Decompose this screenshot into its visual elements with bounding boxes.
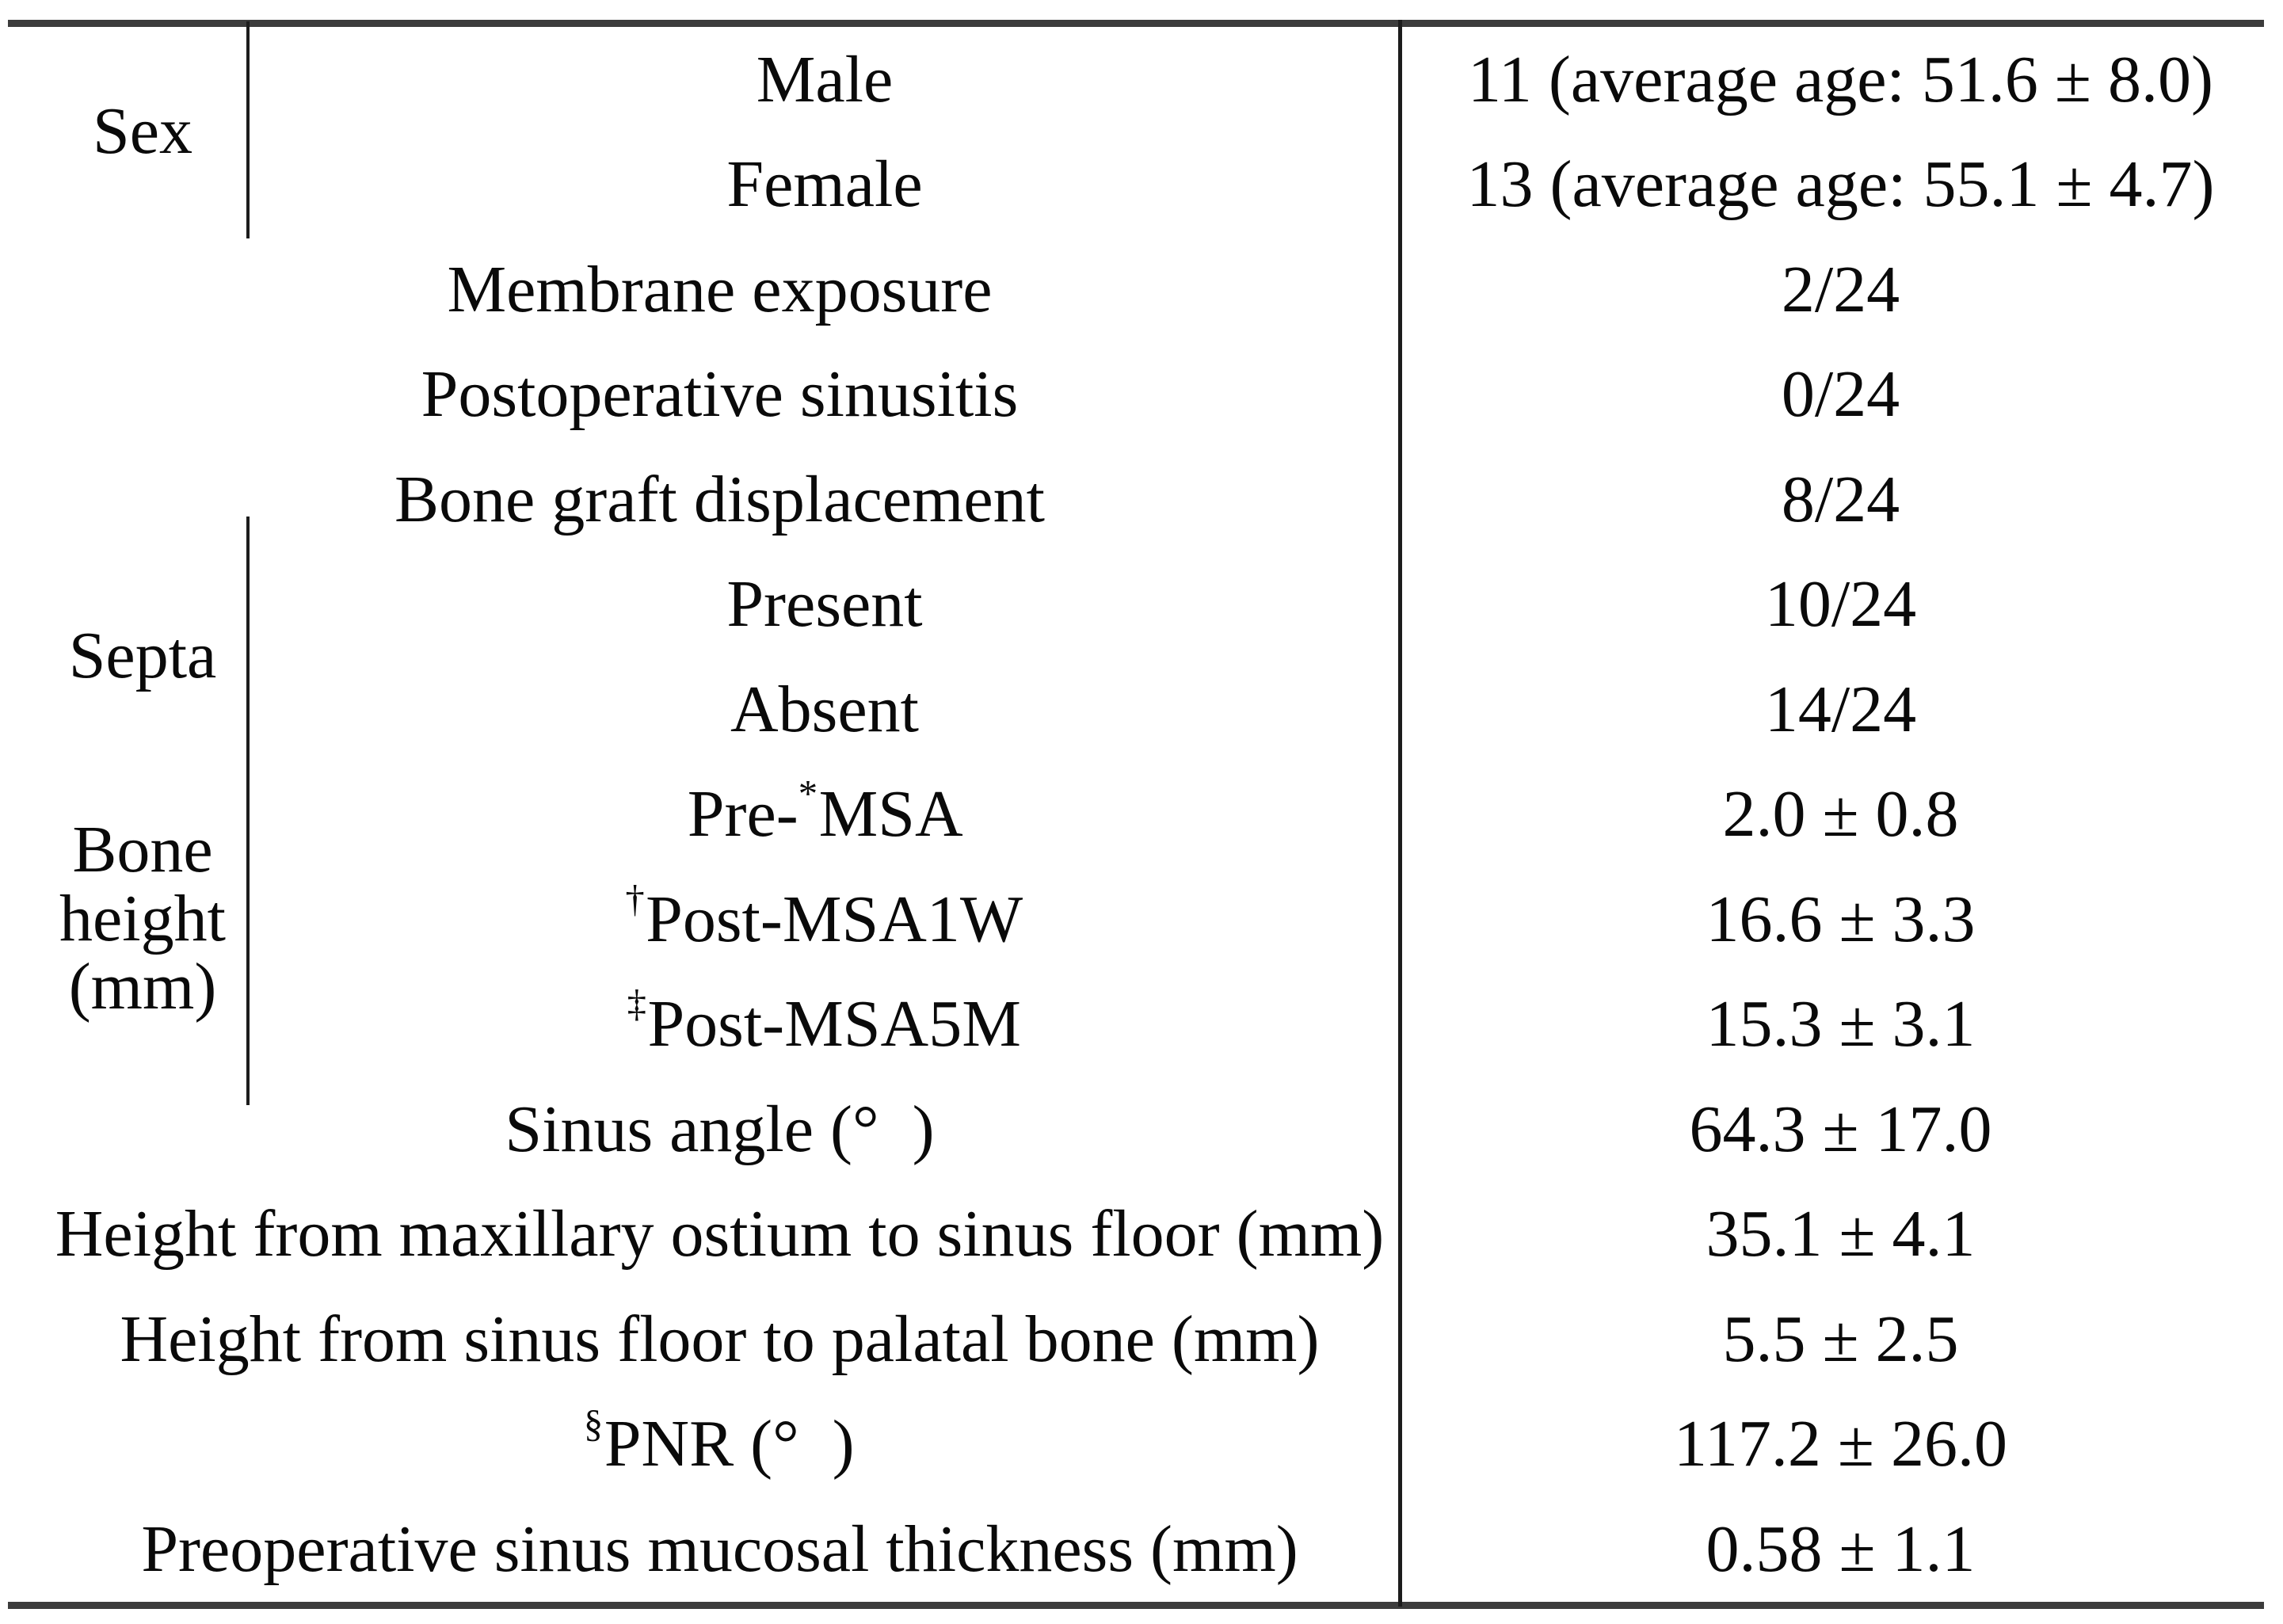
row-label: Male	[250, 27, 1400, 132]
table-row: Male 11 (average age: 51.6 ± 8.0)	[0, 27, 2283, 132]
row-label: Absent	[250, 657, 1400, 762]
row-value: 5.5 ± 2.5	[1722, 1302, 1959, 1376]
row-label-text: Pre-	[687, 776, 798, 851]
row-value: 0.58 ± 1.1	[1706, 1512, 1976, 1586]
table-row: Postoperative sinusitis 0/24	[0, 341, 2283, 447]
footnote-marker: †	[625, 877, 645, 921]
row-label: § PNR (° )	[44, 1391, 1396, 1496]
row-value: 14/24	[1764, 672, 1917, 746]
footnote-marker: *	[798, 772, 818, 815]
row-label: † Post-MSA1W	[250, 867, 1400, 972]
row-label-text: PNR (° )	[604, 1406, 855, 1481]
footnote-marker: §	[583, 1401, 604, 1445]
row-label: Membrane exposure	[44, 237, 1396, 342]
group-label-text: Bone height (mm)	[59, 813, 226, 1024]
table-row: Membrane exposure 2/24	[0, 237, 2283, 342]
table-row: Height from maxillary ostium to sinus fl…	[0, 1181, 2283, 1287]
septa-bone-group-rule	[246, 517, 250, 1105]
row-label: Postoperative sinusitis	[44, 341, 1396, 447]
row-label-text: Height from maxillary ostium to sinus fl…	[55, 1196, 1385, 1271]
row-value: 13 (average age: 55.1 ± 4.7)	[1466, 147, 2215, 221]
row-label-text: Present	[726, 566, 923, 641]
row-label: Female	[250, 132, 1400, 237]
row-value: 11 (average age: 51.6 ± 8.0)	[1468, 42, 2213, 116]
table-row: Height from sinus floor to palatal bone …	[0, 1287, 2283, 1392]
row-label-text: Membrane exposure	[447, 252, 993, 326]
row-label: Pre- * MSA	[250, 761, 1400, 867]
sex-group-rule	[246, 21, 250, 238]
row-label: Height from sinus floor to palatal bone …	[44, 1287, 1396, 1392]
table-row: Preoperative sinus mucosal thickness (mm…	[0, 1496, 2283, 1602]
row-label-text: Female	[726, 147, 923, 221]
row-label: Present	[250, 551, 1400, 657]
row-label: Height from maxillary ostium to sinus fl…	[44, 1181, 1396, 1287]
row-value: 64.3 ± 17.0	[1689, 1092, 1992, 1166]
row-label-text: Preoperative sinus mucosal thickness (mm…	[141, 1512, 1298, 1586]
row-label-text: Bone graft displacement	[394, 462, 1046, 536]
row-label-text: Postoperative sinusitis	[421, 356, 1019, 431]
group-label-bone-height: Bone height (mm)	[32, 761, 253, 1077]
row-value: 0/24	[1781, 356, 1900, 431]
table-row: Bone graft displacement 8/24	[0, 447, 2283, 552]
row-value: 10/24	[1764, 566, 1917, 641]
table-top-border	[8, 20, 2264, 27]
table-bottom-border	[8, 1602, 2264, 1609]
row-value: 117.2 ± 26.0	[1674, 1406, 2007, 1481]
row-label-text: MSA	[818, 776, 963, 851]
group-label-text: Septa	[68, 619, 217, 693]
row-value: 16.6 ± 3.3	[1706, 882, 1976, 956]
table-row: Absent 14/24	[0, 657, 2283, 762]
row-value: 2.0 ± 0.8	[1722, 776, 1959, 851]
table-row: Sinus angle (° ) 64.3 ± 17.0	[0, 1077, 2283, 1182]
row-value: 15.3 ± 3.1	[1706, 986, 1976, 1061]
row-label-text: Height from sinus floor to palatal bone …	[120, 1302, 1320, 1376]
table-row: † Post-MSA1W 16.6 ± 3.3	[0, 867, 2283, 972]
row-value: 35.1 ± 4.1	[1706, 1196, 1976, 1271]
table-row: ‡ Post-MSA5M 15.3 ± 3.1	[0, 971, 2283, 1077]
column-divider	[1398, 20, 1402, 1607]
row-label-text: Sinus angle (° )	[505, 1092, 935, 1166]
row-label: Bone graft displacement	[44, 447, 1396, 552]
table-row: § PNR (° ) 117.2 ± 26.0	[0, 1391, 2283, 1496]
row-label-text: Post-MSA1W	[646, 882, 1023, 956]
row-label: ‡ Post-MSA5M	[250, 971, 1400, 1077]
group-label-septa: Septa	[32, 551, 253, 761]
row-value: 8/24	[1781, 462, 1900, 536]
row-label: Sinus angle (° )	[44, 1077, 1396, 1182]
table-row: Pre- * MSA 2.0 ± 0.8	[0, 761, 2283, 867]
table-row: Present 10/24	[0, 551, 2283, 657]
row-value: 2/24	[1781, 252, 1900, 326]
table-row: Female 13 (average age: 55.1 ± 4.7)	[0, 132, 2283, 237]
row-label: Preoperative sinus mucosal thickness (mm…	[44, 1496, 1396, 1602]
row-label-text: Post-MSA5M	[647, 986, 1021, 1061]
group-label-text: Sex	[93, 94, 192, 169]
group-label-sex: Sex	[32, 27, 253, 237]
footnote-marker: ‡	[627, 982, 646, 1025]
row-label-text: Absent	[730, 672, 919, 746]
row-label-text: Male	[756, 42, 894, 116]
